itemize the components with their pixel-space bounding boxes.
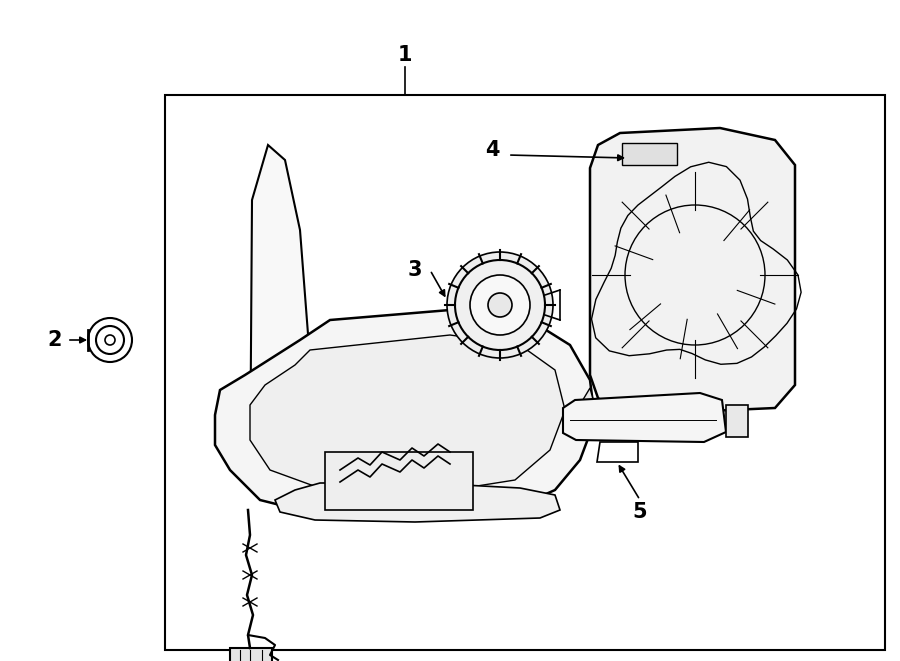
Bar [230,648,272,661]
Circle shape [488,293,512,317]
Polygon shape [250,145,310,490]
Circle shape [447,252,553,358]
Bar [726,405,748,437]
Text: 4: 4 [485,140,500,160]
Text: 5: 5 [633,502,647,522]
Polygon shape [215,310,595,520]
Polygon shape [275,483,560,522]
Bar [165,95,885,650]
Polygon shape [563,393,726,442]
Text: 2: 2 [48,330,62,350]
Text: 1: 1 [398,45,412,65]
FancyBboxPatch shape [325,452,473,510]
Bar [622,143,677,165]
Text: 3: 3 [408,260,422,280]
Circle shape [455,260,545,350]
Polygon shape [250,335,565,495]
Circle shape [470,275,530,335]
Polygon shape [568,388,598,420]
Polygon shape [590,128,795,415]
